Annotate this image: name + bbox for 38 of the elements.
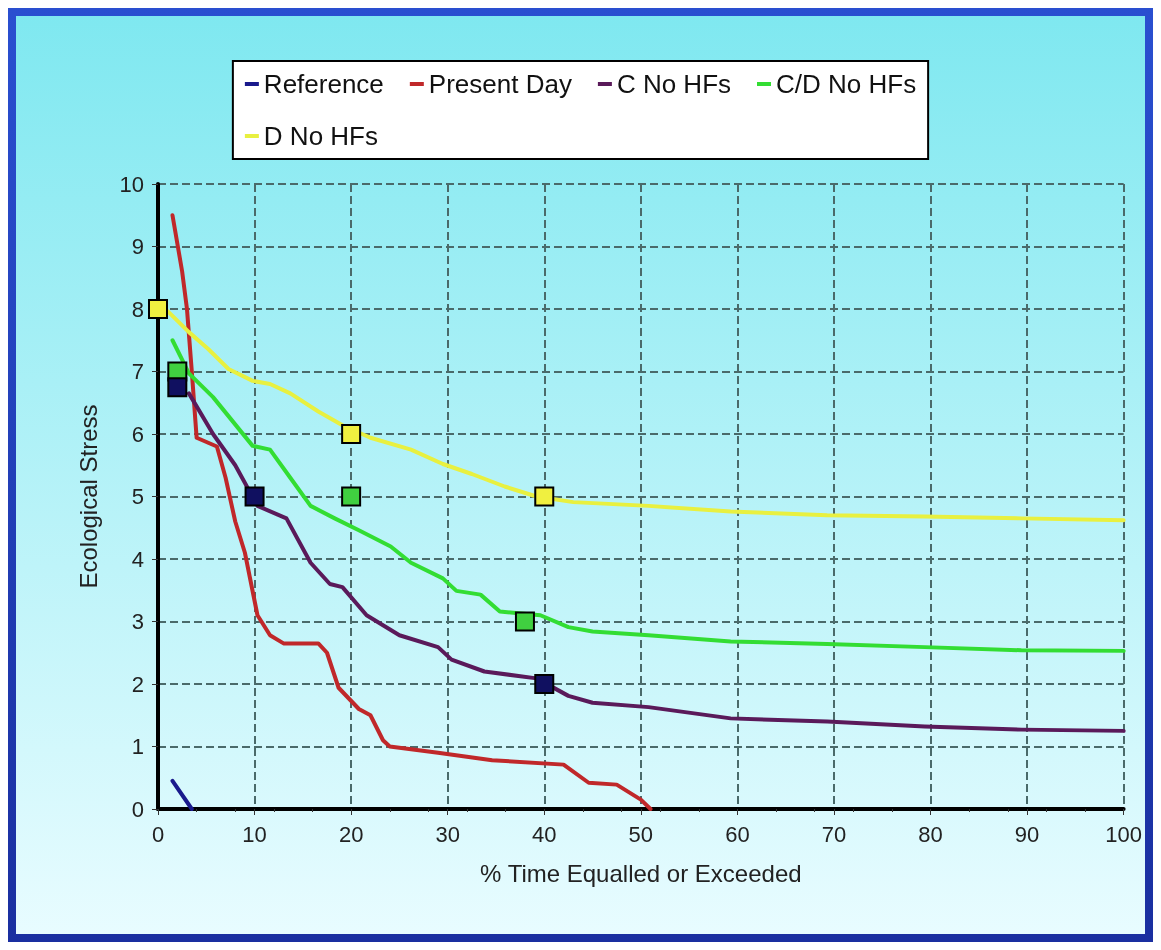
point [167,377,188,398]
legend-label: D No HFs [263,121,378,151]
point [534,674,555,694]
point [341,424,362,444]
point [148,299,168,319]
x-tick-label: 30 [435,821,460,847]
legend-label: C/D No HFs [776,69,917,99]
point [534,486,555,507]
y-tick-label: 4 [131,546,144,572]
x-tick-label: 80 [918,821,943,847]
line-series [170,213,653,811]
point [514,611,535,632]
y-tick-label: 2 [131,671,144,697]
legend-label: Present Day [428,69,572,99]
y-tick-label: 5 [131,484,144,509]
x-tick-label: 90 [1014,821,1040,847]
y-tick-label: 3 [131,609,144,634]
x-tick-label: 10 [242,821,267,847]
x-axis-title: % Time Equalled or Exceeded [480,859,802,887]
point [341,486,362,507]
x-tick-label: 0 [151,821,165,847]
x-tick-label: 40 [532,821,557,847]
legend-label: C No HFs [616,69,732,99]
x-tick-label: 50 [628,821,654,847]
x-tick-label: 70 [821,821,847,847]
legend-label: Reference [263,69,384,99]
y-tick-label: 8 [131,296,144,322]
y-tick-label: 7 [131,359,144,384]
y-tick-label: 6 [131,421,144,447]
y-tick-label: 9 [131,234,144,259]
point [244,486,265,507]
y-tick-label: 10 [119,171,144,197]
x-tick-label: 20 [338,821,364,847]
y-tick-label: 0 [131,796,144,822]
y-tick-label: 1 [131,734,144,759]
x-tick-label: 60 [725,821,750,847]
x-tick-label: 100 [1105,821,1143,847]
y-axis-title: Ecological Stress [74,404,102,589]
